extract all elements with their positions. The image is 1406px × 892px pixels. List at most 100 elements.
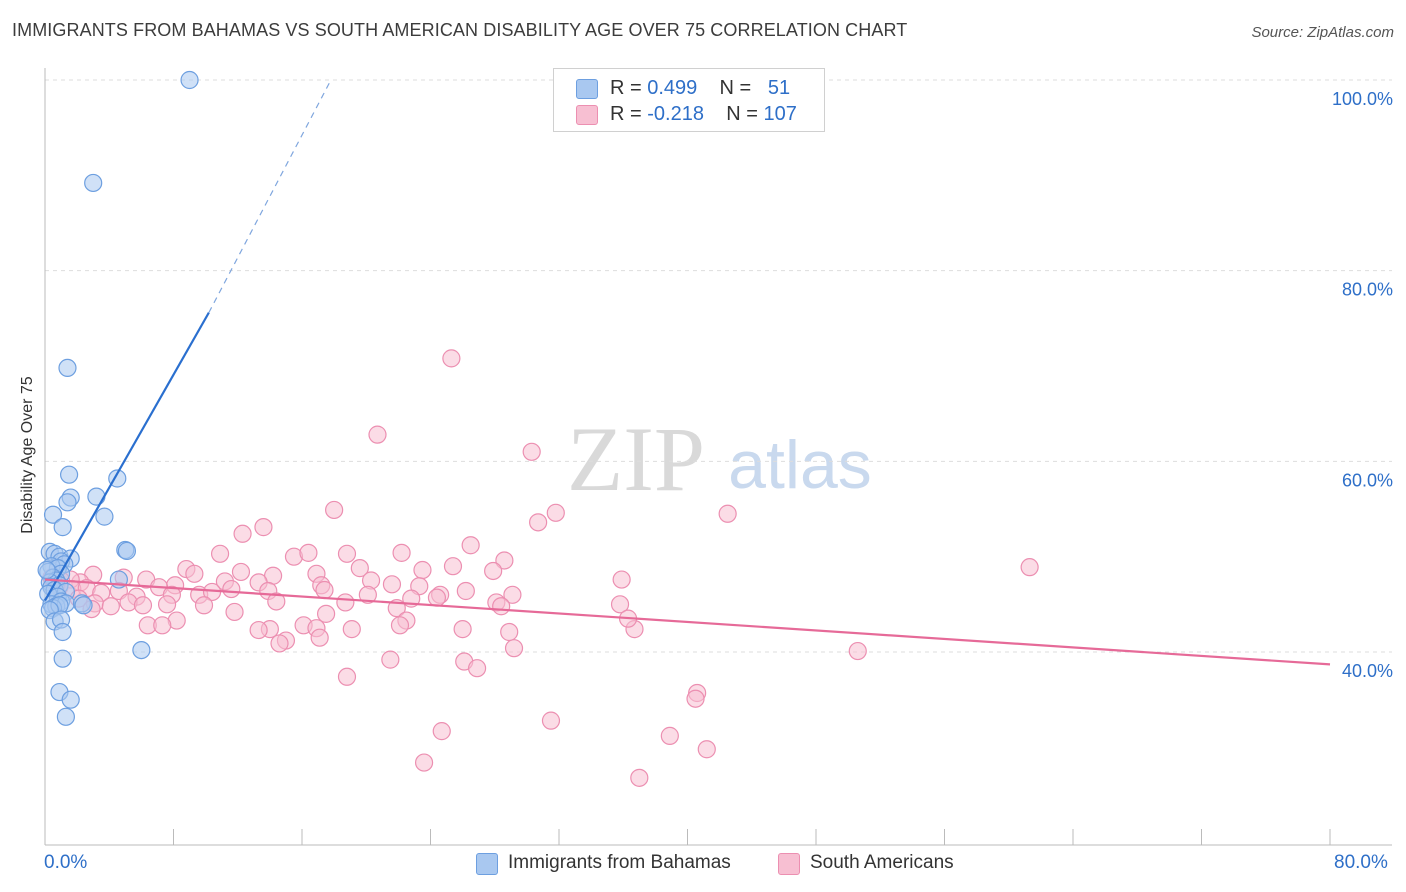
data-point — [133, 596, 153, 615]
data-point — [185, 564, 204, 583]
data-point — [270, 634, 289, 653]
data-point — [53, 622, 72, 642]
legend-n-label: N = — [719, 77, 757, 99]
data-point — [337, 544, 357, 563]
data-point — [503, 585, 522, 604]
data-point — [37, 560, 56, 580]
legend-n-value: 51 — [767, 77, 791, 99]
data-point — [492, 597, 511, 616]
data-point — [612, 570, 631, 589]
data-point — [358, 585, 377, 604]
series-south-americans — [42, 349, 1039, 787]
data-point — [442, 349, 461, 368]
data-point — [225, 602, 244, 622]
data-point — [310, 628, 329, 647]
data-point — [1020, 558, 1039, 577]
data-point — [84, 173, 103, 193]
data-point — [697, 740, 716, 759]
data-point — [299, 543, 318, 562]
data-point — [153, 616, 172, 635]
data-point — [610, 595, 630, 614]
data-point — [456, 581, 475, 601]
data-point — [157, 595, 177, 614]
source-credit: Source: ZipAtlas.com — [1251, 24, 1394, 41]
data-point — [529, 513, 548, 532]
watermark-atlas: atlas — [728, 427, 872, 503]
y-tick-label: 60.0% — [1342, 470, 1393, 490]
data-point — [443, 557, 463, 576]
bottom-legend-swatch-south-americans — [778, 853, 800, 875]
legend-r-value: -0.218 — [647, 103, 704, 125]
data-point — [686, 689, 705, 708]
legend-swatch-south-americans — [576, 105, 598, 125]
data-point — [630, 768, 649, 787]
data-point — [522, 442, 541, 461]
data-point — [848, 641, 867, 661]
bottom-legend-label: South Americans — [810, 852, 954, 873]
data-point — [484, 561, 503, 581]
data-point — [74, 596, 93, 615]
legend-r-label: R = — [610, 77, 648, 99]
data-point — [504, 639, 524, 658]
data-point — [254, 518, 273, 537]
data-point — [546, 503, 565, 522]
data-point — [180, 70, 199, 90]
data-point — [58, 493, 77, 512]
trend-line-bahamas-extension — [208, 79, 332, 313]
data-point — [461, 536, 480, 555]
data-point — [59, 465, 79, 484]
data-point — [43, 505, 63, 524]
data-point — [660, 726, 679, 745]
legend-r-label: R = — [610, 103, 648, 125]
data-point — [61, 690, 80, 709]
chart-title: IMMIGRANTS FROM BAHAMAS VS SOUTH AMERICA… — [12, 20, 908, 40]
legend-n-value: 107 — [763, 103, 797, 125]
data-point — [315, 580, 334, 600]
data-point — [53, 649, 72, 668]
data-point — [390, 616, 410, 635]
data-point — [427, 588, 447, 607]
data-point — [95, 507, 114, 526]
legend-swatch-bahamas — [576, 79, 598, 99]
data-point — [117, 541, 137, 561]
bottom-legend-label: Immigrants from Bahamas — [508, 852, 731, 873]
data-point — [382, 575, 402, 594]
data-point — [337, 667, 357, 686]
data-point — [210, 544, 230, 563]
data-point — [194, 596, 214, 615]
data-point — [432, 722, 451, 741]
data-point — [467, 659, 487, 678]
data-point — [58, 358, 77, 378]
correlation-legend: R = 0.499 N = 51 R = -0.218 N = 107 — [553, 68, 825, 132]
data-point — [453, 620, 472, 639]
data-point — [231, 562, 251, 582]
data-point — [381, 650, 400, 669]
data-point — [414, 753, 434, 772]
data-point — [342, 620, 361, 639]
data-point — [53, 518, 72, 537]
bottom-legend-swatch-bahamas — [476, 853, 498, 875]
data-point — [495, 551, 514, 570]
watermark: ZIP atlas — [567, 408, 872, 510]
y-tick-labels: 40.0% 60.0% 80.0% 100.0% — [1332, 89, 1393, 681]
data-point — [249, 620, 268, 640]
data-point — [325, 500, 344, 520]
data-point — [101, 597, 120, 616]
data-point — [233, 524, 252, 543]
data-point — [222, 579, 241, 599]
watermark-zip: ZIP — [567, 408, 705, 510]
legend-n-label: N = — [726, 103, 764, 125]
trend-line-south-americans — [44, 578, 1331, 666]
data-point — [718, 504, 737, 523]
x-tick-min: 0.0% — [44, 852, 88, 873]
data-point — [392, 543, 411, 562]
y-tick-label: 80.0% — [1342, 280, 1393, 300]
legend-r-value: 0.499 — [647, 77, 698, 99]
data-point — [56, 707, 75, 726]
data-point — [368, 425, 387, 444]
data-point — [541, 711, 561, 730]
data-point — [132, 640, 151, 660]
y-tick-label: 100.0% — [1332, 89, 1393, 109]
y-tick-label: 40.0% — [1342, 661, 1393, 681]
